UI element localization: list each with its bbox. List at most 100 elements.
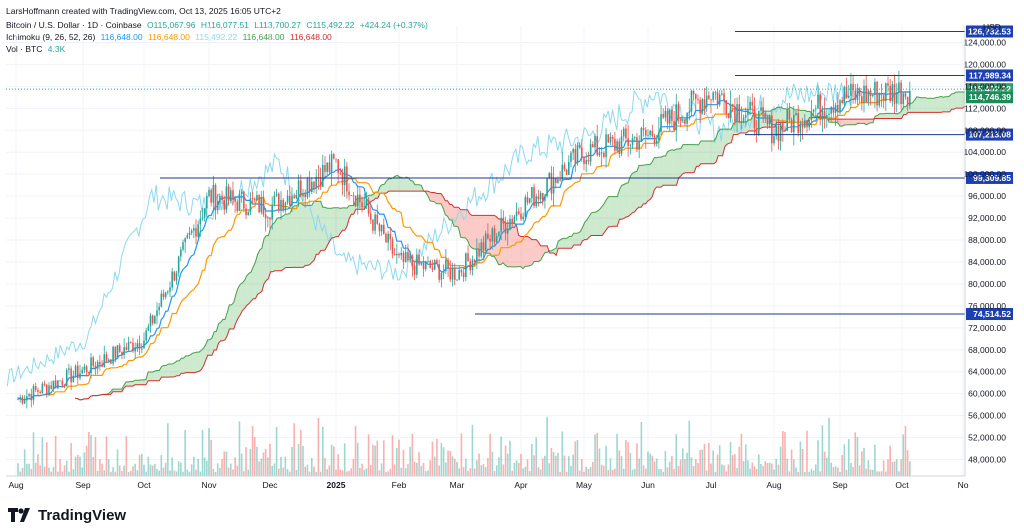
- candle-body: [856, 87, 859, 101]
- volume-bar: [391, 435, 394, 476]
- cloud-segment: [599, 206, 603, 236]
- volume-bar: [878, 471, 881, 476]
- cloud-segment: [529, 237, 532, 266]
- price-tick-label: 120,000.00: [963, 59, 1006, 69]
- volume-bar: [297, 443, 300, 476]
- volume-bar: [900, 459, 902, 476]
- volume-bar: [380, 463, 383, 476]
- cloud-segment: [401, 177, 405, 192]
- volume-bar: [94, 437, 97, 476]
- cloud-segment: [525, 236, 528, 267]
- candle-body: [467, 253, 469, 262]
- volume-bar: [828, 417, 830, 476]
- candle-body: [640, 127, 643, 142]
- candle-body: [311, 181, 313, 192]
- cloud-segment: [632, 172, 635, 213]
- candle-body: [136, 343, 139, 349]
- cloud-segment: [661, 156, 664, 188]
- candle-body: [777, 125, 780, 142]
- cloud-segment: [434, 192, 437, 204]
- candle-body: [85, 366, 88, 373]
- volume-bar: [300, 429, 302, 476]
- volume-bar: [398, 439, 400, 476]
- candle-body: [705, 95, 708, 108]
- candle-body: [101, 364, 103, 367]
- candle-body: [449, 267, 452, 280]
- cloud-segment: [936, 97, 939, 113]
- cloud-segment: [115, 389, 118, 392]
- volume-bar: [103, 470, 106, 476]
- volume-bar: [273, 463, 276, 476]
- cloud-segment: [447, 200, 450, 220]
- volume-bar: [662, 471, 665, 476]
- volume-bar: [88, 431, 90, 476]
- candle-body: [182, 242, 184, 250]
- cloud-segment: [842, 119, 845, 127]
- cloud-segment: [242, 280, 245, 311]
- cloud-segment: [713, 137, 717, 164]
- volume-bar: [520, 454, 522, 476]
- cloud-segment: [628, 176, 631, 217]
- candle-body: [845, 86, 848, 98]
- volume-bar: [188, 471, 191, 476]
- volume-bar: [511, 470, 513, 476]
- cloud-segment: [185, 355, 188, 373]
- candle-body: [509, 218, 511, 230]
- volume-bar: [129, 470, 132, 476]
- volume-bar: [666, 467, 669, 476]
- cloud-segment: [283, 214, 286, 270]
- candle-body: [343, 166, 346, 186]
- candle-body: [801, 124, 804, 128]
- volume-bar: [647, 451, 649, 476]
- candle-body: [127, 341, 130, 350]
- volume-bar: [723, 465, 725, 476]
- volume-bar: [620, 456, 623, 476]
- cloud-segment: [414, 184, 418, 192]
- candle-body: [50, 385, 53, 389]
- tradingview-logo: TradingView: [8, 504, 126, 526]
- candle-body: [592, 144, 594, 148]
- cloud-segment: [377, 186, 380, 199]
- cloud-segment: [194, 352, 197, 373]
- candle-body: [427, 261, 429, 262]
- candle-body: [304, 194, 306, 198]
- candle-body: [74, 365, 77, 376]
- candle-body: [718, 94, 721, 105]
- symbol-name: Bitcoin / U.S. Dollar · 1D · Coinbase: [6, 20, 142, 30]
- volume-bar: [387, 471, 389, 476]
- cloud-segment: [168, 364, 171, 378]
- cloud-segment: [879, 113, 882, 119]
- cloud-segment: [949, 93, 952, 112]
- volume-bar: [409, 446, 411, 476]
- candle-body: [30, 394, 33, 401]
- volume-bar: [107, 459, 110, 476]
- volume-bar: [197, 458, 199, 476]
- candle-body: [413, 265, 416, 275]
- candle-body: [731, 104, 734, 107]
- volume-bar: [609, 458, 612, 476]
- volume-bar: [61, 471, 64, 476]
- cloud-segment: [672, 149, 675, 186]
- candle-body: [837, 104, 839, 111]
- volume-bar: [548, 463, 551, 476]
- candle-body: [487, 233, 489, 239]
- volume-bar: [541, 458, 544, 476]
- cloud-segment: [382, 184, 385, 194]
- candle-body: [184, 238, 186, 243]
- volume-bar: [777, 464, 780, 476]
- candle-body: [175, 272, 178, 281]
- candle-body: [411, 256, 414, 266]
- candle-body: [703, 99, 706, 108]
- cloud-segment: [716, 131, 719, 162]
- candle-body: [380, 224, 383, 232]
- cloud-segment: [266, 235, 269, 281]
- cloud-segment: [610, 196, 613, 227]
- volume-bar: [788, 471, 791, 476]
- volume-bar: [335, 469, 337, 476]
- candle-body: [585, 159, 588, 165]
- cloud-segment: [292, 205, 295, 268]
- volume-bar: [869, 469, 872, 476]
- candle-body: [374, 214, 376, 231]
- volume-bar: [631, 469, 634, 476]
